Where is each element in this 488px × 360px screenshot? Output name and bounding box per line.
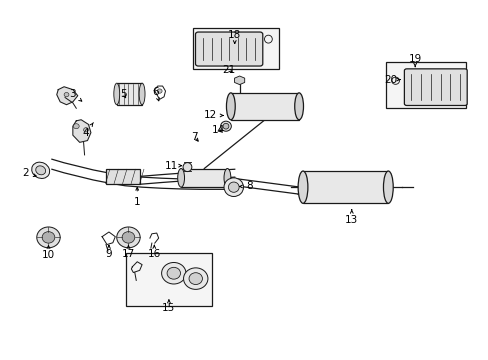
Text: 15: 15 xyxy=(162,300,175,314)
Text: 16: 16 xyxy=(147,246,161,258)
Ellipse shape xyxy=(298,171,307,203)
Ellipse shape xyxy=(161,262,185,284)
Ellipse shape xyxy=(122,231,135,243)
Ellipse shape xyxy=(183,163,191,172)
Ellipse shape xyxy=(83,128,88,132)
Ellipse shape xyxy=(32,162,50,179)
Text: 6: 6 xyxy=(152,87,159,101)
Text: 18: 18 xyxy=(228,30,241,43)
Text: 11: 11 xyxy=(164,161,181,171)
Ellipse shape xyxy=(224,168,230,187)
Bar xyxy=(193,28,278,69)
Text: 12: 12 xyxy=(203,111,223,121)
Ellipse shape xyxy=(139,83,145,105)
Text: 7: 7 xyxy=(191,132,198,142)
Ellipse shape xyxy=(64,93,69,97)
Ellipse shape xyxy=(226,93,235,120)
Bar xyxy=(230,93,299,120)
Text: 13: 13 xyxy=(345,210,358,225)
Ellipse shape xyxy=(228,182,239,192)
Ellipse shape xyxy=(183,268,207,289)
Text: 1: 1 xyxy=(134,188,140,207)
Ellipse shape xyxy=(224,178,243,197)
FancyBboxPatch shape xyxy=(404,69,466,105)
Ellipse shape xyxy=(189,273,202,284)
Text: 8: 8 xyxy=(239,181,252,192)
Bar xyxy=(303,171,387,203)
Ellipse shape xyxy=(114,83,120,105)
Text: 5: 5 xyxy=(120,89,126,99)
Ellipse shape xyxy=(73,124,79,129)
Text: 14: 14 xyxy=(212,125,225,135)
Bar xyxy=(385,62,466,108)
Ellipse shape xyxy=(220,121,231,131)
Text: 4: 4 xyxy=(82,123,93,138)
Text: 3: 3 xyxy=(69,89,81,101)
Bar xyxy=(126,253,211,306)
Bar xyxy=(105,169,140,184)
Text: 9: 9 xyxy=(105,246,112,258)
Ellipse shape xyxy=(157,89,162,93)
FancyBboxPatch shape xyxy=(195,32,262,66)
Text: 21: 21 xyxy=(222,64,235,75)
Text: 2: 2 xyxy=(22,168,36,178)
Text: 10: 10 xyxy=(42,246,55,260)
Ellipse shape xyxy=(37,227,60,248)
Text: 17: 17 xyxy=(122,246,135,258)
Ellipse shape xyxy=(42,231,55,243)
Polygon shape xyxy=(73,120,91,142)
Ellipse shape xyxy=(177,168,184,187)
Bar xyxy=(117,83,142,105)
Bar xyxy=(181,168,227,187)
Text: 19: 19 xyxy=(407,54,421,67)
Ellipse shape xyxy=(117,227,140,248)
Ellipse shape xyxy=(383,171,392,203)
Ellipse shape xyxy=(223,123,228,129)
Ellipse shape xyxy=(36,166,45,175)
Polygon shape xyxy=(57,87,78,105)
Ellipse shape xyxy=(294,93,303,120)
Text: 20: 20 xyxy=(384,75,399,85)
Ellipse shape xyxy=(167,267,180,279)
